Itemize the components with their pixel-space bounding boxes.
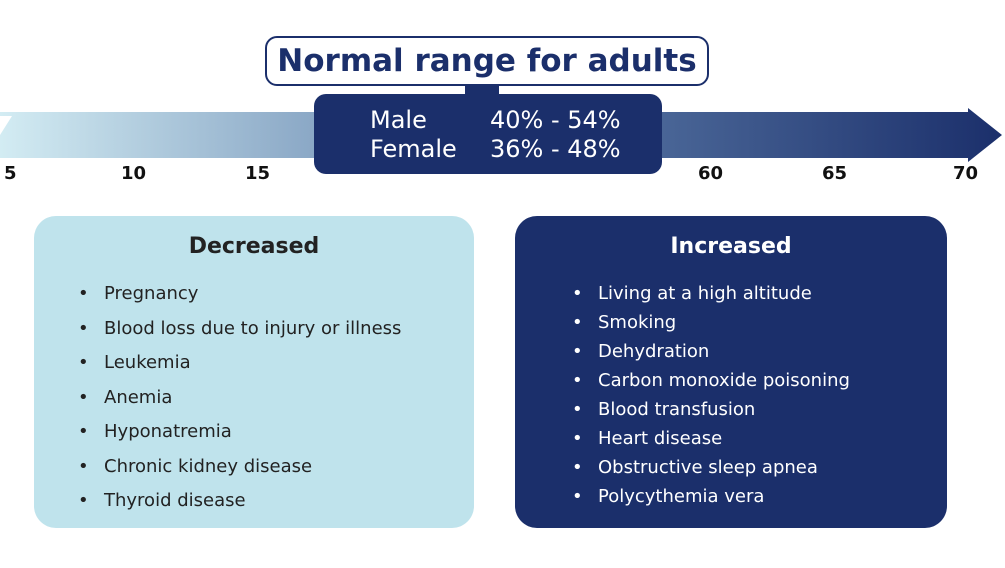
list-item: • Blood loss due to injury or illness	[78, 314, 401, 349]
axis-tick: 15	[245, 163, 271, 184]
decreased-heading: Decreased	[188, 234, 320, 259]
list-item: • Blood transfusion	[572, 395, 850, 424]
list-item-text: Polycythemia vera	[598, 486, 765, 507]
axis-tick: 65	[822, 163, 848, 184]
bullet-icon: •	[572, 428, 583, 449]
bullet-icon: •	[572, 312, 583, 333]
list-item: • Chronic kidney disease	[78, 452, 401, 487]
range-row-male: Male 40% - 54%	[370, 106, 660, 135]
list-item: • Smoking	[572, 308, 850, 337]
list-item-text: Blood loss due to injury or illness	[104, 317, 402, 339]
range-arrow-left-cap	[0, 116, 12, 135]
list-item-text: Dehydration	[598, 341, 710, 362]
list-item-text: Heart disease	[598, 428, 723, 449]
list-item: • Pregnancy	[78, 279, 401, 314]
bullet-icon: •	[78, 283, 89, 304]
page-title: Normal range for adults	[265, 36, 709, 86]
bullet-icon: •	[78, 386, 89, 408]
increased-panel: Increased • Living at a high altitude • Sm…	[515, 216, 947, 528]
list-item-text: Carbon monoxide poisoning	[598, 370, 850, 391]
bullet-icon: •	[78, 317, 89, 339]
increased-heading: Increased	[670, 234, 792, 259]
bullet-icon: •	[78, 421, 89, 442]
list-item: • Leukemia	[78, 348, 401, 383]
list-item: • Living at a high altitude	[572, 279, 850, 308]
list-item-text: Blood transfusion	[598, 399, 756, 420]
bullet-icon: •	[572, 283, 583, 304]
list-item: • Obstructive sleep apnea	[572, 453, 850, 482]
list-item-text: Thyroid disease	[104, 490, 246, 511]
bullet-icon: •	[572, 457, 583, 478]
range-row-female: Female 36% - 48%	[370, 135, 660, 164]
range-label: Female	[370, 135, 457, 163]
axis-tick: 5	[4, 163, 17, 184]
list-item: • Anemia	[78, 383, 401, 418]
list-item-text: Obstructive sleep apnea	[598, 457, 818, 478]
bullet-icon: •	[78, 352, 89, 373]
axis-tick: 70	[953, 163, 979, 184]
list-item-text: Living at a high altitude	[598, 283, 812, 304]
axis-tick: 60	[698, 163, 724, 184]
bullet-icon: •	[78, 490, 89, 511]
range-value: 40% - 54%	[490, 106, 621, 134]
list-item-text: Pregnancy	[104, 283, 199, 304]
range-value: 36% - 48%	[490, 135, 621, 163]
list-item: • Heart disease	[572, 424, 850, 453]
decreased-list: • Pregnancy • Blood loss due to injury or …	[78, 279, 401, 521]
list-item-text: Chronic kidney disease	[104, 455, 313, 477]
range-label: Male	[370, 106, 427, 134]
bullet-icon: •	[572, 486, 583, 507]
list-item-text: Anemia	[104, 386, 173, 408]
list-item: • Carbon monoxide poisoning	[572, 366, 850, 395]
bullet-icon: •	[572, 399, 583, 420]
list-item-text: Hyponatremia	[104, 421, 232, 442]
list-item-text: Leukemia	[104, 352, 191, 373]
list-item: • Polycythemia vera	[572, 482, 850, 511]
list-item-text: Smoking	[598, 312, 677, 333]
list-item: • Dehydration	[572, 337, 850, 366]
bullet-icon: •	[572, 370, 583, 391]
bullet-icon: •	[572, 341, 583, 362]
bullet-icon: •	[78, 455, 89, 477]
list-item: • Hyponatremia	[78, 417, 401, 452]
list-item: • Thyroid disease	[78, 486, 401, 521]
axis-tick: 10	[121, 163, 147, 184]
decreased-panel: Decreased • Pregnancy • Blood loss due to …	[34, 216, 474, 528]
increased-list: • Living at a high altitude • Smoking • Deh…	[572, 279, 850, 511]
normal-range-box: Male 40% - 54% Female 36% - 48%	[314, 94, 662, 174]
